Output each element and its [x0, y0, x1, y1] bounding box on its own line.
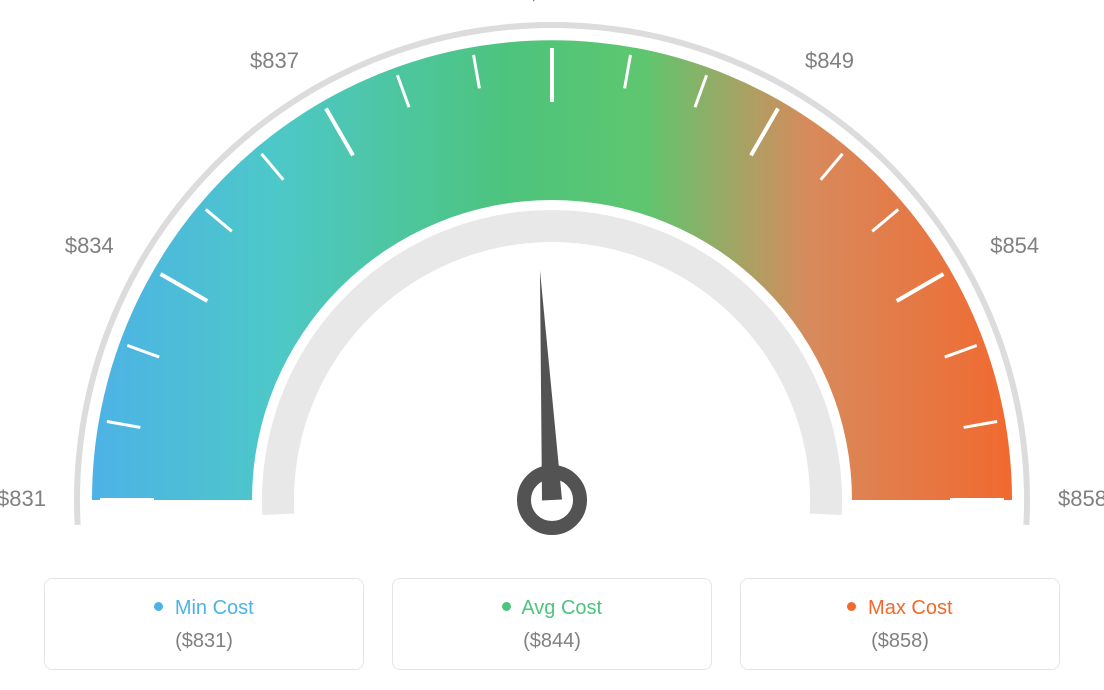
gauge-tick-label: $831 [0, 486, 46, 512]
gauge-tick-label: $858 [1058, 486, 1104, 512]
gauge-chart: $831 $834 $837 $844 $849 $854 $858 [0, 0, 1104, 560]
legend-avg-value: ($844) [403, 630, 701, 653]
gauge-tick-label: $854 [990, 233, 1039, 259]
legend-avg-label: Avg Cost [521, 597, 602, 619]
dot-icon [502, 602, 511, 611]
dot-icon [154, 602, 163, 611]
legend-title-min: Min Cost [55, 597, 353, 620]
gauge-tick-label: $844 [522, 0, 582, 6]
cost-gauge-container: $831 $834 $837 $844 $849 $854 $858 Min Cost ($… [0, 0, 1104, 690]
legend-card-avg: Avg Cost ($844) [392, 578, 712, 670]
legend-max-label: Max Cost [868, 597, 952, 619]
gauge-tick-label: $834 [54, 233, 114, 259]
legend-title-avg: Avg Cost [403, 597, 701, 620]
legend-card-max: Max Cost ($858) [740, 578, 1060, 670]
dot-icon [847, 602, 856, 611]
gauge-tick-label: $837 [239, 48, 299, 74]
legend-min-value: ($831) [55, 630, 353, 653]
legend-row: Min Cost ($831) Avg Cost ($844) Max Cost… [0, 578, 1104, 670]
gauge-tick-label: $849 [805, 48, 854, 74]
legend-max-value: ($858) [751, 630, 1049, 653]
legend-card-min: Min Cost ($831) [44, 578, 364, 670]
legend-min-label: Min Cost [175, 597, 254, 619]
legend-title-max: Max Cost [751, 597, 1049, 620]
gauge-svg [0, 0, 1104, 560]
